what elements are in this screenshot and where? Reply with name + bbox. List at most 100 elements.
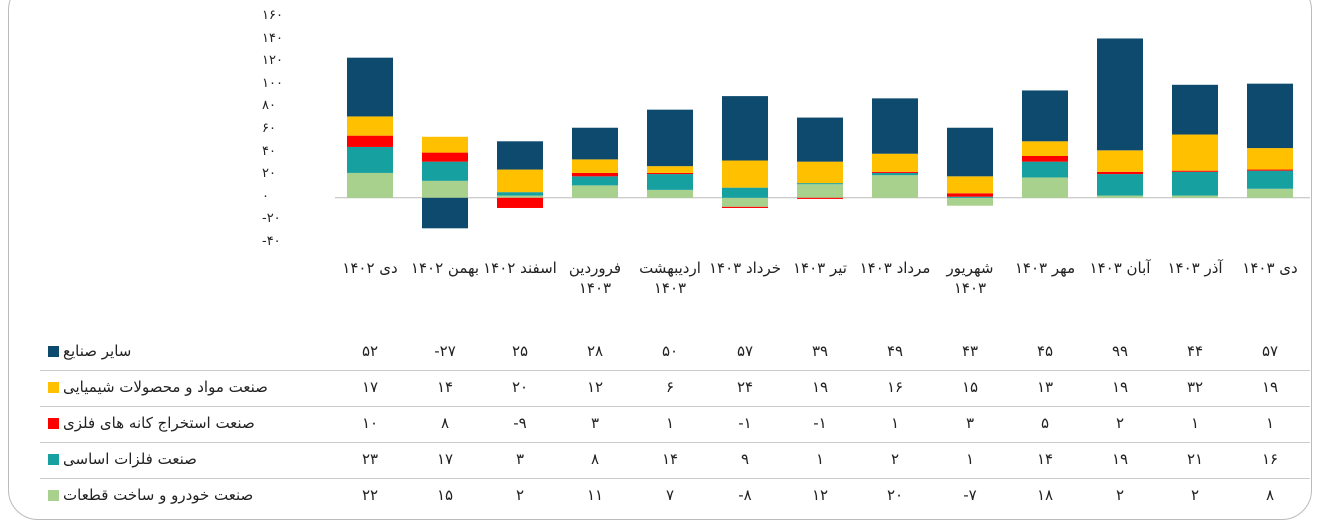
table-value: ۱۶ xyxy=(886,378,904,396)
table-value: ۱۶ xyxy=(1261,450,1279,468)
table-value: -۹ xyxy=(513,414,527,432)
bar-segment xyxy=(872,153,918,172)
table-value: ۷ xyxy=(665,486,675,504)
table-value: ۱۹ xyxy=(1111,450,1129,468)
table-value: -۱ xyxy=(738,414,752,432)
table-value: ۲ xyxy=(1190,486,1200,504)
bar-segment xyxy=(1172,195,1218,198)
table-value: ۵ xyxy=(1040,414,1050,432)
bar-segment xyxy=(1247,170,1293,189)
table-value: -۲۷ xyxy=(434,342,456,360)
bar-segment xyxy=(722,96,768,161)
table-value: ۱۱ xyxy=(586,486,604,504)
bar-segment xyxy=(797,184,843,198)
legend-swatch xyxy=(48,454,59,465)
table-value: ۱ xyxy=(815,450,825,468)
bar-segment xyxy=(722,187,768,198)
page: -۴۰ -۲۰ ۰ ۲۰ ۴۰ ۶۰ ۸۰ ۱۰۰ ۱۲۰ ۱۴۰ ۱۶۰ دی ۱۴۰۲ بهمن ۱… xyxy=(8,0,1312,520)
bar-segment xyxy=(797,117,843,162)
legend-entry: صنعت مواد و محصولات شیمیایی xyxy=(48,378,268,396)
bar-segment xyxy=(572,185,618,198)
bar-segment xyxy=(1097,171,1143,175)
bar-segment xyxy=(647,189,693,198)
bar-segment xyxy=(572,159,618,173)
bar-segment xyxy=(422,152,468,162)
table-value: ۸ xyxy=(590,450,600,468)
bar-segment xyxy=(422,161,468,181)
x-tick-label: بهمن ۱۴۰۲ xyxy=(410,259,480,277)
x-tick-label: خرداد ۱۴۰۳ xyxy=(708,259,782,277)
table-value: ۵۷ xyxy=(1261,342,1279,360)
bar-segment xyxy=(1022,90,1068,142)
bar-segment xyxy=(1022,155,1068,162)
bar-segment xyxy=(347,57,393,117)
bar-segment xyxy=(1097,38,1143,151)
table-value: ۲ xyxy=(1115,414,1125,432)
table-value: ۲۴ xyxy=(736,378,754,396)
row-line xyxy=(40,478,1310,479)
bar-segment xyxy=(1022,177,1068,198)
table-value: ۲۱ xyxy=(1186,450,1204,468)
legend-text: صنعت استخراج کانه های فلزی xyxy=(63,414,255,432)
x-tick-label: آبان ۱۴۰۳ xyxy=(1089,259,1151,277)
bar-segment xyxy=(497,195,543,198)
legend-text: صنعت فلزات اساسی xyxy=(63,450,197,468)
table-value: ۱۴ xyxy=(1036,450,1054,468)
bar-segment xyxy=(347,146,393,173)
bar-segment xyxy=(1172,170,1218,172)
bar-segment xyxy=(872,172,918,176)
table-value: ۴۵ xyxy=(1036,342,1054,360)
table-value: ۱۲ xyxy=(586,378,604,396)
y-tick-label: ۸۰ xyxy=(262,98,276,114)
table-value: ۱ xyxy=(665,414,675,432)
table-value: ۹۹ xyxy=(1111,342,1129,360)
bar-segment xyxy=(797,161,843,184)
table-value: ۱۹ xyxy=(811,378,829,396)
bar-segment xyxy=(1172,134,1218,171)
bar-segment xyxy=(572,127,618,160)
table-value: ۱۵ xyxy=(961,378,979,396)
table-value: ۳ xyxy=(965,414,975,432)
bar-segment xyxy=(497,192,543,196)
x-tick-label: دی ۱۴۰۲ xyxy=(342,259,398,277)
legend-text: سایر صنایع xyxy=(63,342,132,360)
bar-segment xyxy=(422,136,468,153)
table-value: ۱۷ xyxy=(436,450,454,468)
table-value: ۱۴ xyxy=(436,378,454,396)
bar-segment xyxy=(1247,148,1293,170)
bar-segment xyxy=(797,183,843,185)
table-value: ۵۲ xyxy=(361,342,379,360)
table-value: ۱۹ xyxy=(1111,378,1129,396)
bar-segment xyxy=(1022,161,1068,178)
legend-swatch xyxy=(48,346,59,357)
bar-segment xyxy=(422,197,468,229)
table-value: ۵۷ xyxy=(736,342,754,360)
bar-segment xyxy=(422,180,468,198)
bar-segment xyxy=(1172,84,1218,135)
bar-segment xyxy=(872,98,918,154)
legend-text: صنعت مواد و محصولات شیمیایی xyxy=(63,378,268,396)
bar-segment xyxy=(797,197,843,199)
bar-segment xyxy=(872,175,918,198)
legend-text: صنعت خودرو و ساخت قطعات xyxy=(63,486,254,504)
bar-segment xyxy=(347,135,393,147)
x-tick-label: اردیبهشت ۱۴۰۳ xyxy=(639,259,701,297)
bar-segment xyxy=(572,172,618,177)
table-value: ۱ xyxy=(890,414,900,432)
bar-segment xyxy=(947,176,993,194)
legend-swatch xyxy=(48,418,59,429)
x-tick-label: فروردین ۱۴۰۳ xyxy=(568,259,622,297)
x-tick-label: آذر ۱۴۰۳ xyxy=(1167,259,1223,277)
table-value: ۱۸ xyxy=(1036,486,1054,504)
bar-segment xyxy=(347,116,393,136)
table-value: ۱ xyxy=(1190,414,1200,432)
table-value: -۷ xyxy=(963,486,977,504)
bar-segment xyxy=(1022,141,1068,156)
table-value: -۸ xyxy=(738,486,752,504)
table-value: ۲ xyxy=(1115,486,1125,504)
y-tick-label: ۶۰ xyxy=(262,121,276,136)
table-value: -۱ xyxy=(813,414,827,432)
table-value: ۱۳ xyxy=(1036,378,1054,396)
x-tick-label: دی ۱۴۰۳ xyxy=(1242,259,1298,277)
row-line xyxy=(40,370,1310,371)
